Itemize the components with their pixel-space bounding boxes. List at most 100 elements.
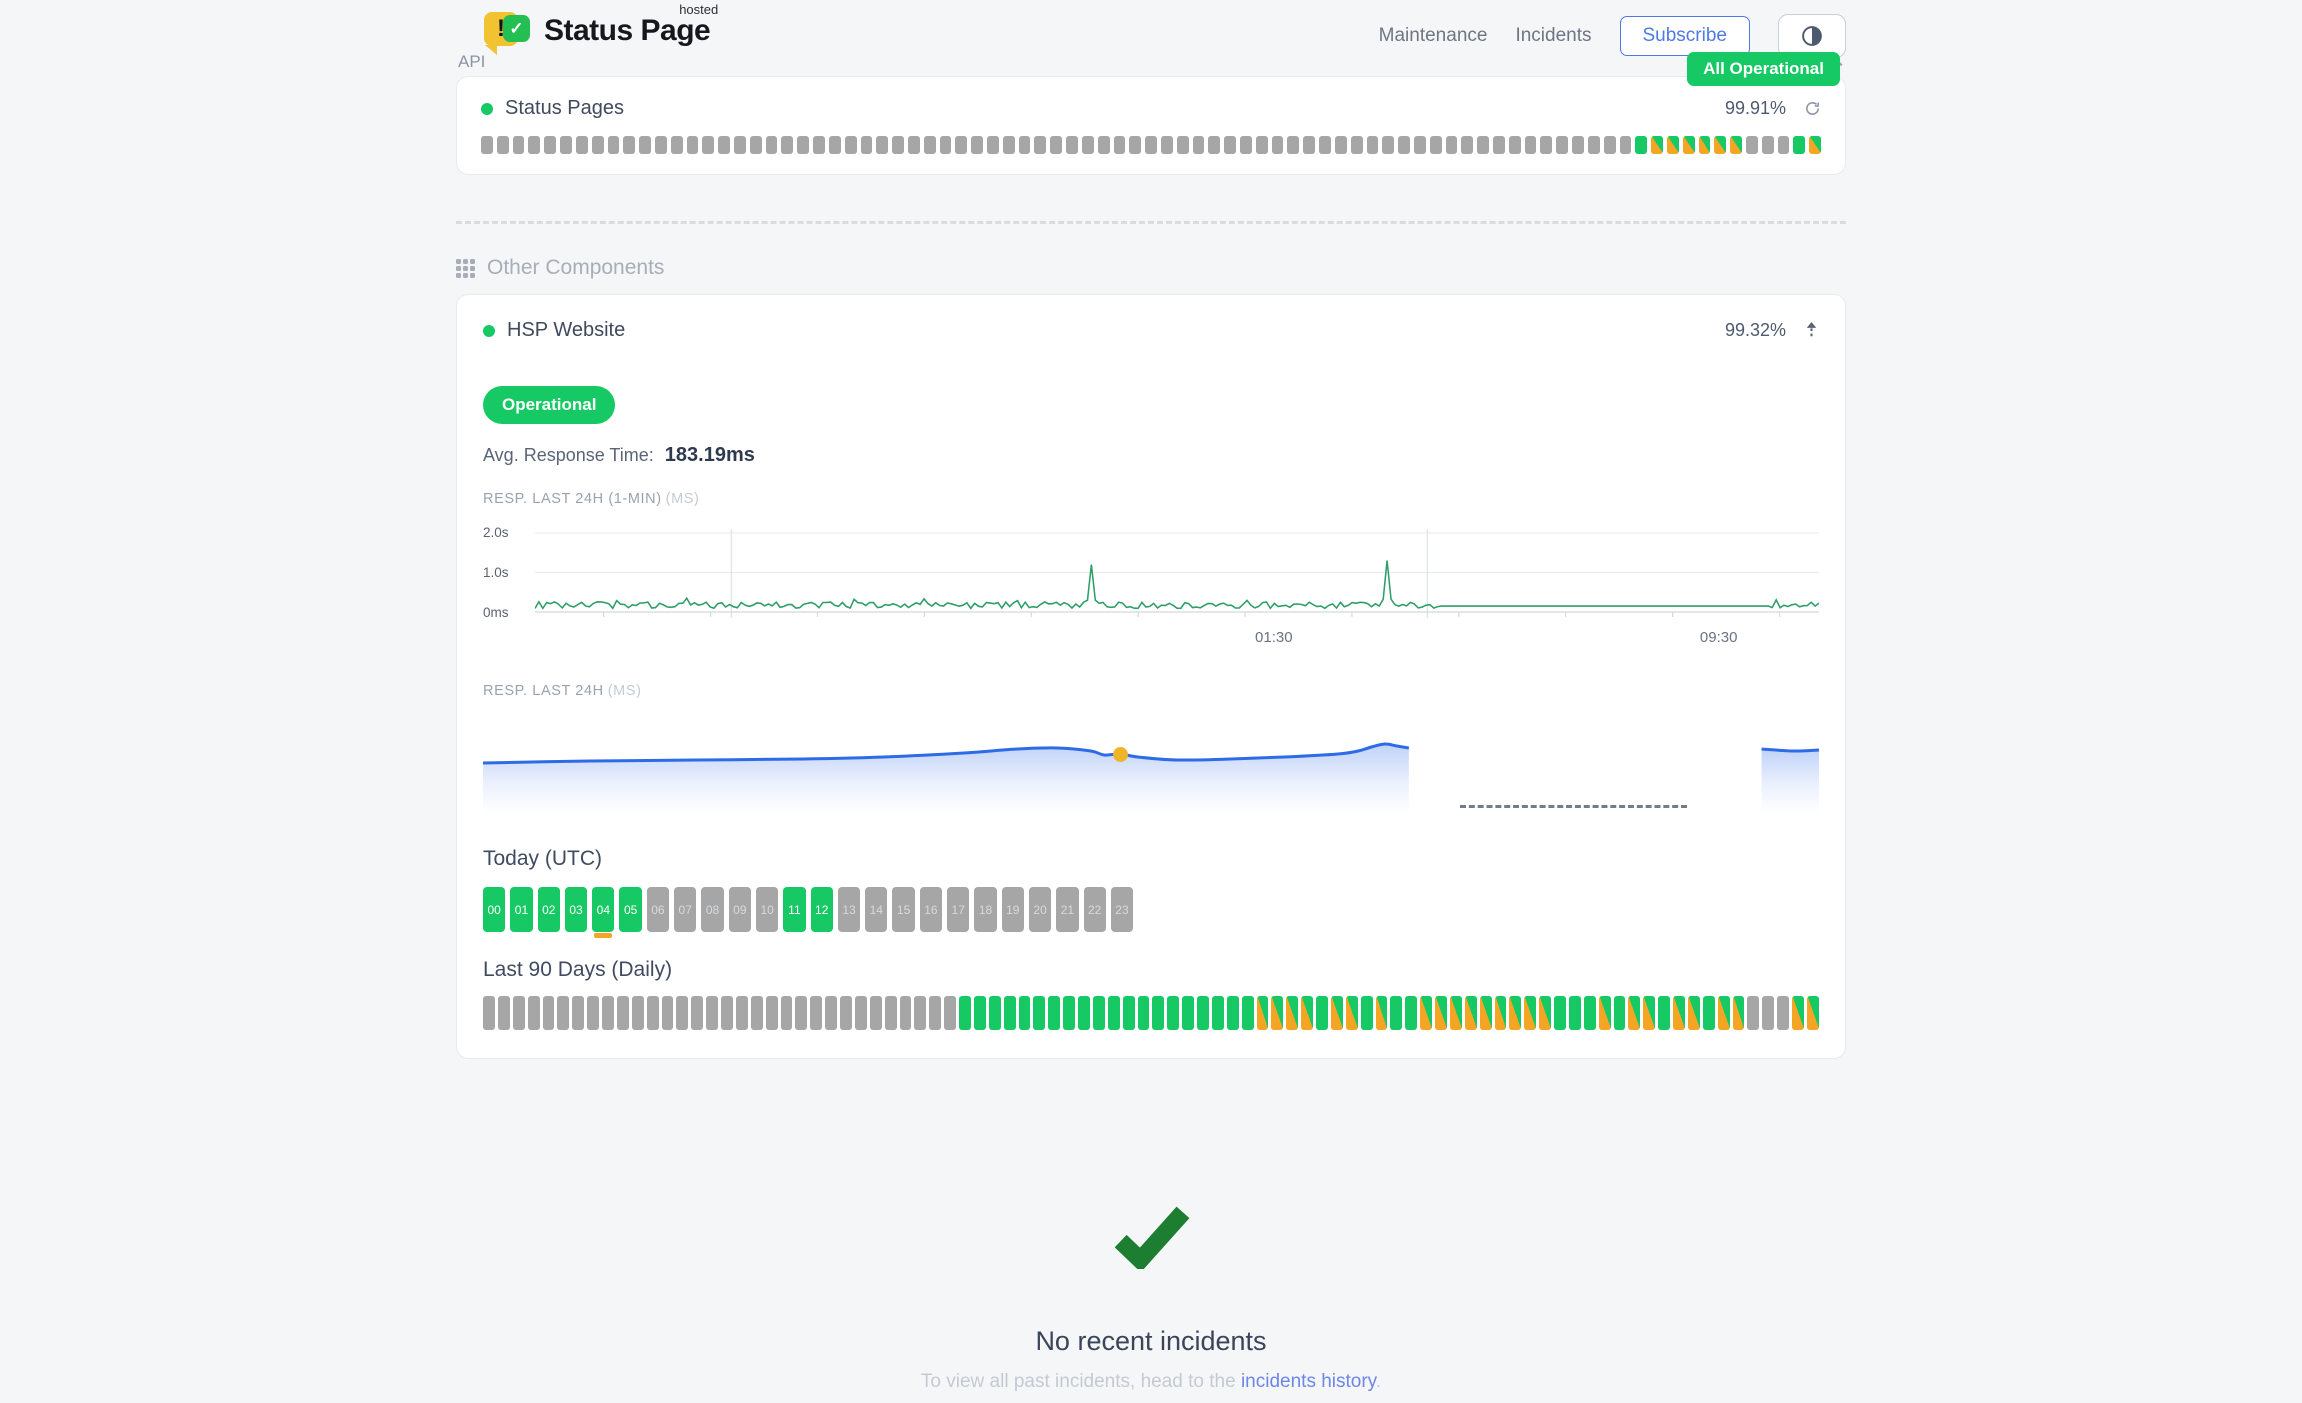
uptime-bar[interactable] [988, 996, 1001, 1030]
uptime-bar[interactable] [876, 136, 889, 154]
uptime-bar[interactable] [1658, 996, 1670, 1030]
nav-maintenance[interactable]: Maintenance [1378, 25, 1488, 46]
uptime-bar[interactable] [1066, 136, 1078, 154]
uptime-bar[interactable] [884, 996, 897, 1030]
uptime-bar[interactable] [691, 996, 704, 1030]
hour-block[interactable]: 14 [865, 887, 888, 932]
hour-block[interactable]: 17 [947, 887, 970, 932]
uptime-bar[interactable] [1255, 136, 1268, 154]
uptime-bar[interactable] [542, 996, 555, 1030]
uptime-bar[interactable] [528, 136, 541, 154]
chart-marker-dot[interactable] [1112, 746, 1128, 762]
uptime-bar[interactable] [1303, 136, 1316, 154]
uptime-bar[interactable] [1092, 996, 1105, 1030]
uptime-bar[interactable] [1286, 996, 1299, 1030]
uptime-bar[interactable] [1113, 136, 1126, 154]
uptime-bar[interactable] [795, 996, 808, 1030]
uptime-bar[interactable] [944, 996, 956, 1030]
uptime-bar[interactable] [1033, 996, 1046, 1030]
uptime-bar[interactable] [1167, 996, 1180, 1030]
uptime-bar[interactable] [1176, 136, 1189, 154]
hour-block[interactable]: 21 [1056, 887, 1079, 932]
uptime-bar[interactable] [1435, 996, 1447, 1030]
uptime-bar[interactable] [844, 136, 857, 154]
uptime-bar[interactable] [735, 996, 748, 1030]
uptime-bar[interactable] [1319, 136, 1331, 154]
uptime-bar[interactable] [1687, 996, 1700, 1030]
uptime-bar[interactable] [813, 136, 825, 154]
uptime-bar[interactable] [1107, 996, 1120, 1030]
uptime-bar[interactable] [1330, 996, 1343, 1030]
uptime-bar[interactable] [1301, 996, 1313, 1030]
uptime-bar[interactable] [959, 996, 971, 1030]
uptime-bar[interactable] [1048, 996, 1061, 1030]
uptime-bar[interactable] [1809, 136, 1822, 154]
uptime-bar[interactable] [607, 136, 620, 154]
uptime-bar[interactable] [1122, 996, 1135, 1030]
uptime-bar[interactable] [1271, 136, 1284, 154]
uptime-bar[interactable] [860, 136, 873, 154]
uptime-bar[interactable] [939, 136, 952, 154]
uptime-bar[interactable] [1540, 136, 1553, 154]
hour-block[interactable]: 23 [1110, 887, 1134, 932]
uptime-bar[interactable] [1366, 136, 1379, 154]
uptime-bar[interactable] [1717, 996, 1730, 1030]
uptime-bar[interactable] [1097, 136, 1110, 154]
uptime-bar[interactable] [1792, 996, 1804, 1030]
uptime-bar[interactable] [1192, 136, 1205, 154]
uptime-bar[interactable] [749, 136, 762, 154]
uptime-bar[interactable] [496, 136, 509, 154]
hour-block[interactable]: 13 [837, 887, 861, 932]
hour-block[interactable]: 15 [892, 887, 915, 932]
hour-block[interactable]: 04 [592, 887, 615, 938]
uptime-bar[interactable] [1613, 996, 1626, 1030]
uptime-bar[interactable] [1539, 996, 1551, 1030]
uptime-bar[interactable] [1643, 996, 1656, 1030]
uptime-bar[interactable] [1777, 136, 1790, 154]
hour-block[interactable]: 01 [510, 887, 533, 932]
uptime-bar[interactable] [1747, 996, 1760, 1030]
uptime-bar[interactable] [987, 136, 999, 154]
uptime-bar[interactable] [631, 996, 644, 1030]
uptime-bar[interactable] [1382, 136, 1395, 154]
uptime-bar[interactable] [670, 136, 683, 154]
response-area-chart[interactable] [483, 713, 1819, 821]
uptime-bar[interactable] [1240, 136, 1252, 154]
uptime-bar[interactable] [1034, 136, 1047, 154]
uptime-bar[interactable] [1160, 136, 1173, 154]
uptime-bar[interactable] [1413, 136, 1426, 154]
uptime-bar[interactable] [1050, 136, 1063, 154]
uptime-bar[interactable] [1554, 996, 1566, 1030]
uptime-bar[interactable] [1556, 136, 1569, 154]
arrow-up-icon[interactable] [1804, 321, 1819, 340]
uptime-bar[interactable] [1666, 136, 1679, 154]
uptime-bar[interactable] [1464, 996, 1477, 1030]
uptime-bar[interactable] [497, 996, 510, 1030]
uptime-bar[interactable] [1334, 136, 1347, 154]
uptime-bar[interactable] [1137, 996, 1150, 1030]
uptime-bar[interactable] [1360, 996, 1373, 1030]
uptime-bar[interactable] [1241, 996, 1254, 1030]
incidents-history-link[interactable]: incidents history [1240, 1371, 1376, 1392]
uptime-bar[interactable] [1224, 136, 1236, 154]
uptime-bar[interactable] [623, 136, 636, 154]
uptime-bar[interactable] [840, 996, 852, 1030]
uptime-bar[interactable] [661, 996, 674, 1030]
uptime-bar[interactable] [616, 996, 629, 1030]
uptime-bar[interactable] [1587, 136, 1600, 154]
hour-block[interactable]: 07 [674, 887, 697, 932]
uptime-bar[interactable] [1420, 996, 1432, 1030]
hour-block[interactable]: 03 [564, 887, 588, 932]
uptime-bar[interactable] [1572, 136, 1584, 154]
uptime-bar[interactable] [1732, 996, 1745, 1030]
hour-block[interactable]: 20 [1028, 887, 1052, 932]
uptime-bar[interactable] [1761, 136, 1774, 154]
uptime-bar[interactable] [929, 996, 942, 1030]
uptime-bar[interactable] [1208, 136, 1221, 154]
uptime-bar[interactable] [1635, 136, 1648, 154]
nav-incidents[interactable]: Incidents [1515, 25, 1592, 46]
uptime-bar[interactable] [892, 136, 904, 154]
uptime-bar[interactable] [1673, 996, 1685, 1030]
hour-block[interactable]: 10 [755, 887, 779, 932]
uptime-bar[interactable] [557, 996, 570, 1030]
